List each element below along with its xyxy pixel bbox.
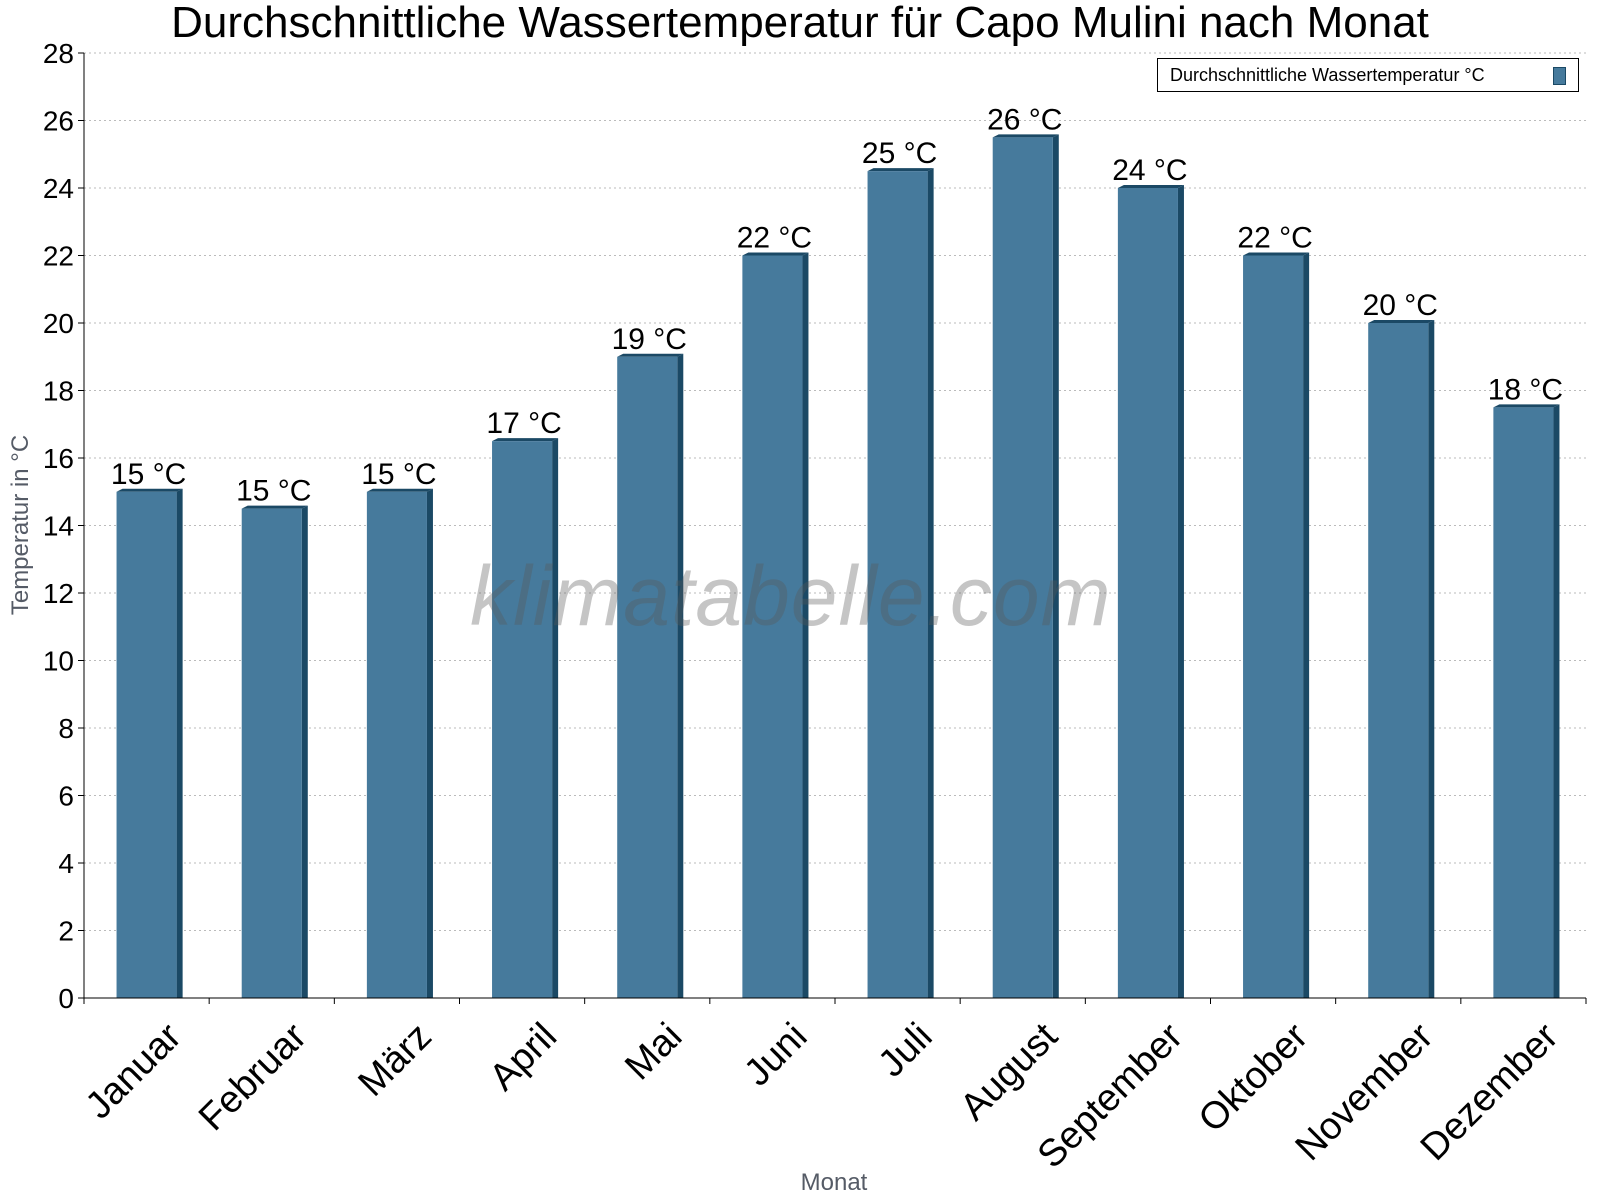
bar-side — [1052, 134, 1059, 998]
x-tick-label: Januar — [78, 1015, 190, 1127]
data-label: 26 °C — [987, 103, 1062, 136]
bar-side — [802, 252, 809, 998]
bar-top — [992, 134, 1059, 138]
bar — [1117, 188, 1178, 998]
bar-top — [116, 488, 183, 492]
bars — [116, 134, 1560, 998]
data-labels: 15 °C 15 °C 15 °C 17 °C 19 °C 22 °C 25 °C 26 °C… — [111, 103, 1563, 507]
bar-side — [301, 505, 308, 998]
bar-top — [492, 438, 559, 442]
data-label: 15 °C — [236, 475, 311, 508]
legend-label: Durchschnittliche Wassertemperatur °C — [1170, 65, 1485, 85]
y-tick-label: 24 — [43, 173, 74, 204]
x-tick-label: Februar — [191, 1015, 315, 1139]
bar-top — [1493, 404, 1560, 408]
bar — [992, 137, 1053, 998]
y-tick-label: 10 — [43, 646, 74, 677]
y-tick-label: 8 — [58, 713, 74, 744]
bar-side — [176, 488, 183, 998]
bar-side — [927, 168, 934, 998]
data-label: 18 °C — [1488, 373, 1563, 406]
bar — [1493, 407, 1554, 998]
data-label: 22 °C — [1237, 222, 1312, 255]
y-tick-label: 12 — [43, 578, 74, 609]
data-label: 17 °C — [486, 407, 561, 440]
y-tick-label: 28 — [43, 38, 74, 69]
bar-side — [677, 353, 684, 998]
bar-top — [1243, 252, 1310, 256]
bar-side — [1553, 404, 1560, 998]
data-label: 20 °C — [1363, 289, 1438, 322]
x-tick-label: Juni — [736, 1015, 815, 1094]
y-tick-label: 18 — [43, 376, 74, 407]
data-label: 22 °C — [737, 222, 812, 255]
bar — [617, 356, 678, 998]
y-tick-label: 26 — [43, 106, 74, 137]
bar — [1368, 323, 1429, 998]
x-tick-label: August — [952, 1015, 1066, 1129]
bar-top — [742, 252, 809, 256]
bar — [366, 491, 427, 998]
x-tick-label: Oktober — [1191, 1015, 1317, 1141]
bar-top — [1117, 185, 1184, 188]
bar — [241, 508, 302, 998]
bar-side — [426, 488, 433, 998]
chart-title: Durchschnittliche Wassertemperatur für C… — [171, 0, 1429, 47]
x-tick-label: Mai — [617, 1015, 690, 1088]
bar-top — [241, 505, 308, 509]
grid-lines — [84, 52, 1586, 931]
watermark: klimatabelle.com — [470, 549, 1112, 643]
y-tick-label: 4 — [58, 848, 74, 879]
bar — [867, 171, 928, 998]
y-tick-label: 14 — [43, 511, 74, 542]
y-tick-label: 6 — [58, 781, 74, 812]
bar-side — [1177, 185, 1184, 998]
bar-top — [1368, 320, 1435, 323]
bar-top — [366, 488, 433, 492]
bar-top — [867, 168, 934, 172]
data-label: 15 °C — [111, 458, 186, 491]
y-axis-label: Temperatur in °C — [7, 435, 34, 615]
bar — [116, 491, 177, 998]
x-tick-label: April — [482, 1015, 565, 1098]
bar-side — [1428, 320, 1435, 998]
data-label: 19 °C — [612, 323, 687, 356]
bar-side — [552, 438, 559, 998]
data-label: 25 °C — [862, 137, 937, 170]
x-tick-label: März — [351, 1015, 440, 1104]
bar — [1243, 255, 1304, 998]
bar — [742, 255, 803, 998]
data-label: 15 °C — [361, 458, 436, 491]
y-tick-label: 22 — [43, 241, 74, 272]
y-tick-label: 16 — [43, 443, 74, 474]
x-tick-label: Dezember — [1413, 1015, 1567, 1169]
y-tick-label: 20 — [43, 308, 74, 339]
legend: Durchschnittliche Wassertemperatur °C — [1157, 58, 1579, 92]
legend-swatch — [1553, 67, 1566, 85]
data-label: 24 °C — [1112, 154, 1187, 187]
bar-side — [1303, 252, 1310, 998]
bar-top — [617, 353, 684, 357]
y-tick-label: 0 — [58, 983, 74, 1014]
x-tick-label: Juli — [871, 1015, 941, 1085]
y-tick-label: 2 — [58, 916, 74, 947]
x-axis-label: Monat — [801, 1169, 868, 1196]
bar — [492, 441, 553, 998]
